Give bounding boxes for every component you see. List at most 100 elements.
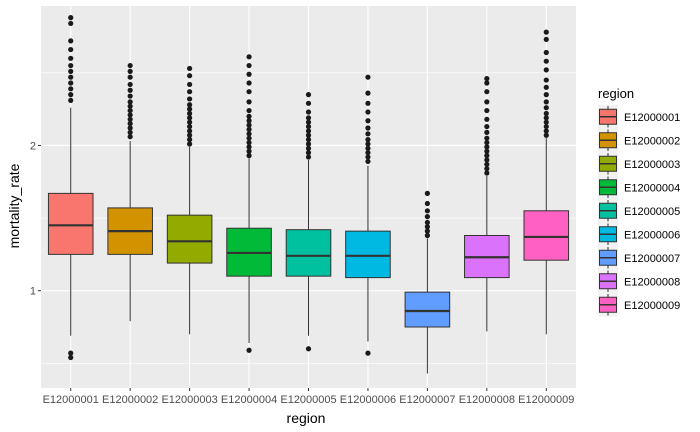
outlier-point [127, 62, 133, 69]
outlier-point [305, 346, 312, 352]
x-tick-label: E12000001 [43, 394, 99, 406]
outlier-point [543, 119, 549, 125]
outlier-point [484, 123, 490, 130]
outlier-point [365, 145, 371, 151]
outlier-point [543, 92, 549, 98]
outlier-point [484, 144, 490, 150]
outlier-point [543, 99, 549, 105]
y-axis: 12 [30, 140, 41, 298]
box-E12000008 [464, 76, 510, 332]
x-tick-label: E12000007 [399, 394, 455, 406]
outlier-point [305, 128, 312, 134]
outlier-point [68, 46, 74, 53]
legend-title: region [598, 86, 634, 101]
outlier-point [365, 150, 371, 156]
outlier-point [365, 154, 371, 160]
outlier-point [543, 115, 549, 121]
legend-item-E12000007: E12000007 [598, 246, 680, 270]
outlier-point [68, 55, 74, 61]
outlier-point [424, 214, 430, 220]
outlier-point [365, 158, 371, 165]
outlier-point [246, 135, 252, 141]
outlier-point [68, 80, 74, 86]
outlier-point [187, 96, 193, 102]
outlier-point [187, 141, 193, 147]
outlier-point [246, 113, 252, 119]
outlier-point [246, 89, 252, 95]
outlier-point [68, 92, 74, 98]
y-axis-title: mortality_rate [6, 163, 22, 248]
outlier-point [187, 123, 193, 130]
outlier-point [246, 347, 252, 353]
box-E12000001 [47, 15, 94, 361]
x-tick-label: E12000003 [161, 394, 217, 406]
outlier-point [127, 93, 133, 99]
outlier-point [543, 58, 549, 64]
outlier-point [246, 122, 252, 128]
outlier-point [187, 137, 193, 143]
legend-item-E12000005: E12000005 [598, 199, 680, 223]
legend-item-E12000002: E12000002 [598, 128, 680, 152]
outlier-point [127, 125, 133, 131]
outlier-point [543, 49, 549, 56]
outlier-point [543, 36, 549, 43]
legend-label: E12000008 [624, 276, 680, 288]
x-axis: E12000001 E12000002 E12000003 E12000004 E120… [43, 388, 574, 406]
legend-label: E12000005 [624, 206, 680, 218]
outlier-point [484, 116, 490, 122]
outlier-point [424, 228, 430, 234]
outlier-point [68, 74, 74, 80]
outlier-point [305, 145, 312, 151]
iqr-box [47, 192, 94, 255]
outlier-point [484, 135, 490, 141]
outlier-point [484, 76, 490, 82]
box-E12000006 [345, 74, 391, 356]
outlier-point [127, 129, 133, 135]
outlier-point [543, 128, 549, 134]
outlier-point [484, 80, 490, 86]
outlier-point [246, 118, 252, 124]
outlier-point [365, 90, 371, 96]
outlier-point [187, 115, 193, 121]
legend: region E12000001 E12000002 E12000003 E12000… [598, 86, 680, 317]
box-E12000009 [523, 29, 570, 335]
outlier-point [187, 106, 193, 112]
legend-label: E12000006 [624, 229, 680, 241]
legend-label: E12000004 [624, 182, 680, 194]
x-tick-label: E12000002 [102, 394, 158, 406]
outlier-point [68, 354, 74, 361]
outlier-point [127, 116, 133, 122]
outlier-point [484, 166, 490, 172]
outlier-point [127, 103, 133, 109]
legend-label: E12000001 [624, 112, 680, 124]
box-E12000005 [285, 92, 332, 352]
iqr-box [523, 210, 570, 261]
outlier-point [305, 100, 312, 106]
outlier-point [246, 80, 252, 86]
outlier-point [127, 121, 133, 127]
legend-item-E12000009: E12000009 [598, 293, 680, 317]
x-tick-label: E12000008 [459, 394, 515, 406]
outlier-point [246, 126, 252, 133]
outlier-point [187, 110, 193, 117]
legend-item-E12000001: E12000001 [598, 105, 680, 129]
outlier-point [424, 200, 430, 207]
outlier-point [68, 97, 74, 104]
outlier-point [305, 150, 312, 156]
outlier-point [365, 131, 371, 137]
outlier-point [543, 123, 549, 130]
outlier-point [365, 137, 371, 143]
outlier-point [365, 118, 371, 124]
legend-item-E12000004: E12000004 [598, 175, 680, 199]
outlier-point [305, 137, 312, 143]
outlier-point [246, 153, 252, 159]
outlier-point [424, 208, 430, 214]
x-tick-label: E12000009 [518, 394, 574, 406]
box-E12000004 [226, 54, 272, 353]
legend-label: E12000009 [624, 300, 680, 312]
outlier-point [484, 148, 490, 154]
outlier-point [127, 74, 133, 80]
outlier-point [424, 232, 430, 239]
x-tick-label: E12000006 [340, 394, 396, 406]
outlier-point [127, 87, 133, 93]
